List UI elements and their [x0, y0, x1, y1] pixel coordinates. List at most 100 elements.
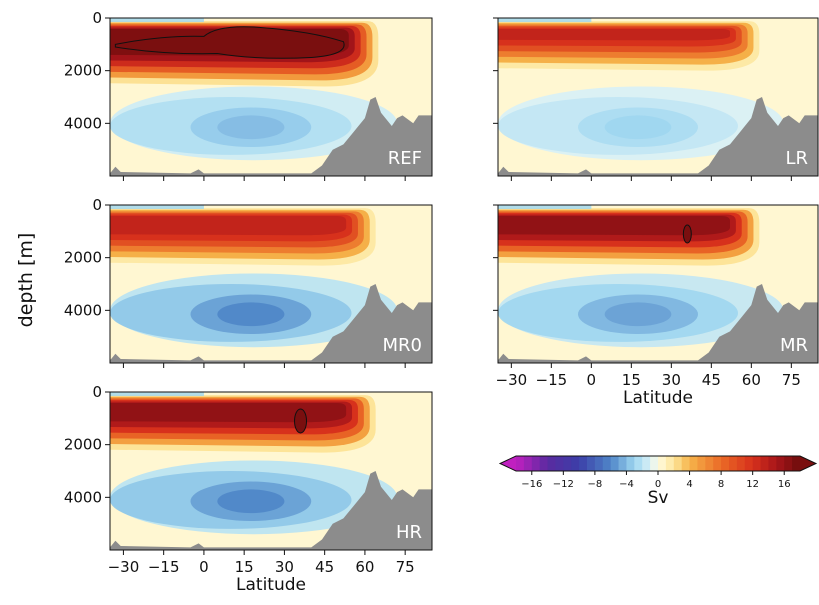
x-tick-label: 60	[742, 371, 761, 389]
y-tick-label: 4000	[64, 301, 102, 319]
panel-label: REF	[388, 148, 422, 169]
colorbar-segment	[744, 456, 754, 471]
surface-cell	[498, 205, 592, 209]
colorbar-tick-label: −12	[553, 479, 574, 490]
colorbar-segment	[736, 456, 746, 471]
panel-lr: LR	[493, 17, 819, 181]
upper-cell-contour	[498, 29, 730, 41]
colorbar-extend-min	[500, 456, 516, 471]
colorbar-segment	[618, 456, 627, 471]
colorbar-segment	[555, 456, 564, 471]
colorbar-tick-label: 0	[655, 479, 661, 490]
colorbar-tick-label: 4	[686, 479, 692, 490]
colorbar-tick-label: −16	[521, 479, 542, 490]
x-tick-label: 75	[782, 371, 801, 389]
max-contour	[682, 224, 692, 244]
upper-cell-contour	[110, 403, 347, 423]
colorbar-segment	[610, 456, 620, 471]
lower-cell-contour	[217, 489, 285, 514]
topography	[498, 284, 818, 363]
surface-cell	[498, 18, 592, 22]
colorbar-segment	[760, 456, 769, 471]
colorbar-segment	[681, 456, 691, 471]
colorbar-segment	[713, 456, 722, 471]
x-tick-label: 60	[355, 558, 374, 576]
colorbar-tick-label: 8	[718, 479, 724, 490]
x-axis-label: Latitude	[236, 575, 306, 595]
colorbar-segment	[705, 456, 714, 471]
x-tick-label: 45	[702, 371, 721, 389]
lower-cell-contour	[217, 302, 285, 327]
panel-label: HR	[396, 522, 422, 543]
x-axis-label: Latitude	[623, 388, 693, 408]
colorbar-outline	[498, 455, 818, 472]
x-tick-label: −30	[108, 558, 140, 576]
colorbar-segment	[579, 456, 588, 471]
panel-label: LR	[785, 148, 808, 169]
y-tick-label: 2000	[64, 62, 102, 80]
x-tick-label: 30	[275, 558, 294, 576]
colorbar-tick-label: −8	[588, 479, 603, 490]
upper-cell-contour	[110, 216, 347, 236]
x-tick-label: 15	[622, 371, 641, 389]
y-tick-label: 4000	[64, 488, 102, 506]
x-tick-label: 75	[396, 558, 415, 576]
colorbar-segment	[752, 456, 762, 471]
panel-frame	[497, 204, 819, 364]
y-tick-label: 0	[92, 196, 102, 214]
colorbar-segment	[721, 456, 730, 471]
colorbar-segment	[792, 456, 801, 471]
x-tick-label: −15	[148, 558, 180, 576]
colorbar-segment	[665, 456, 675, 471]
panel-frame	[109, 391, 433, 551]
surface-cell	[110, 205, 204, 209]
colorbar: −16 −12 −8 −4 0 4 8 12 16 Sv	[498, 455, 818, 508]
topography	[110, 284, 432, 363]
colorbar-segment	[642, 456, 651, 471]
surface-cell	[110, 18, 204, 22]
x-tick-label: 30	[662, 371, 681, 389]
colorbar-segment	[587, 456, 596, 471]
colorbar-segment	[539, 456, 549, 471]
colorbar-label: Sv	[648, 488, 669, 508]
colorbar-segment	[768, 456, 777, 471]
colorbar-segment	[531, 456, 541, 471]
panel-frame	[109, 204, 433, 364]
colorbar-segment	[650, 456, 659, 471]
colorbar-segment	[673, 456, 683, 471]
colorbar-segment	[634, 456, 643, 471]
panel-hr: HR 0 2000 4000 −30 −15 0 15 30 45 60 75 Latitude	[64, 383, 433, 595]
x-tick-label: −15	[536, 371, 568, 389]
x-tick-label: 45	[315, 558, 334, 576]
x-tick-label: 15	[235, 558, 254, 576]
y-tick-label: 4000	[64, 114, 102, 132]
colorbar-segment	[784, 456, 793, 471]
topography	[110, 471, 432, 550]
x-tick-label: −30	[496, 371, 528, 389]
y-tick-label: 0	[92, 383, 102, 401]
colorbar-segment	[626, 456, 635, 471]
colorbar-segment	[602, 456, 612, 471]
lower-cell-contour	[604, 115, 672, 140]
panel-frame	[497, 17, 819, 177]
colorbar-segment	[563, 456, 572, 471]
y-tick-label: 2000	[64, 436, 102, 454]
panel-ref: REF 0 2000 4000	[64, 9, 433, 181]
y-axis-label: depth [m]	[15, 233, 37, 328]
topography	[110, 97, 432, 176]
panel-label: MR0	[383, 335, 423, 356]
panel-frame	[109, 17, 433, 177]
colorbar-extend-max	[800, 456, 816, 471]
panel-mr: MR −30 −15 0 15 30 45 60 75 Latitude	[493, 204, 819, 408]
colorbar-segment	[516, 456, 525, 471]
surface-cell	[110, 392, 204, 396]
colorbar-segment	[697, 456, 706, 471]
x-tick-label: 0	[587, 371, 597, 389]
lower-cell-contour	[604, 302, 672, 327]
y-tick-label: 0	[92, 9, 102, 27]
max-contour	[294, 408, 308, 434]
colorbar-tick-label: 12	[746, 479, 759, 490]
colorbar-segment	[776, 456, 785, 471]
upper-cell-contour	[498, 216, 730, 236]
